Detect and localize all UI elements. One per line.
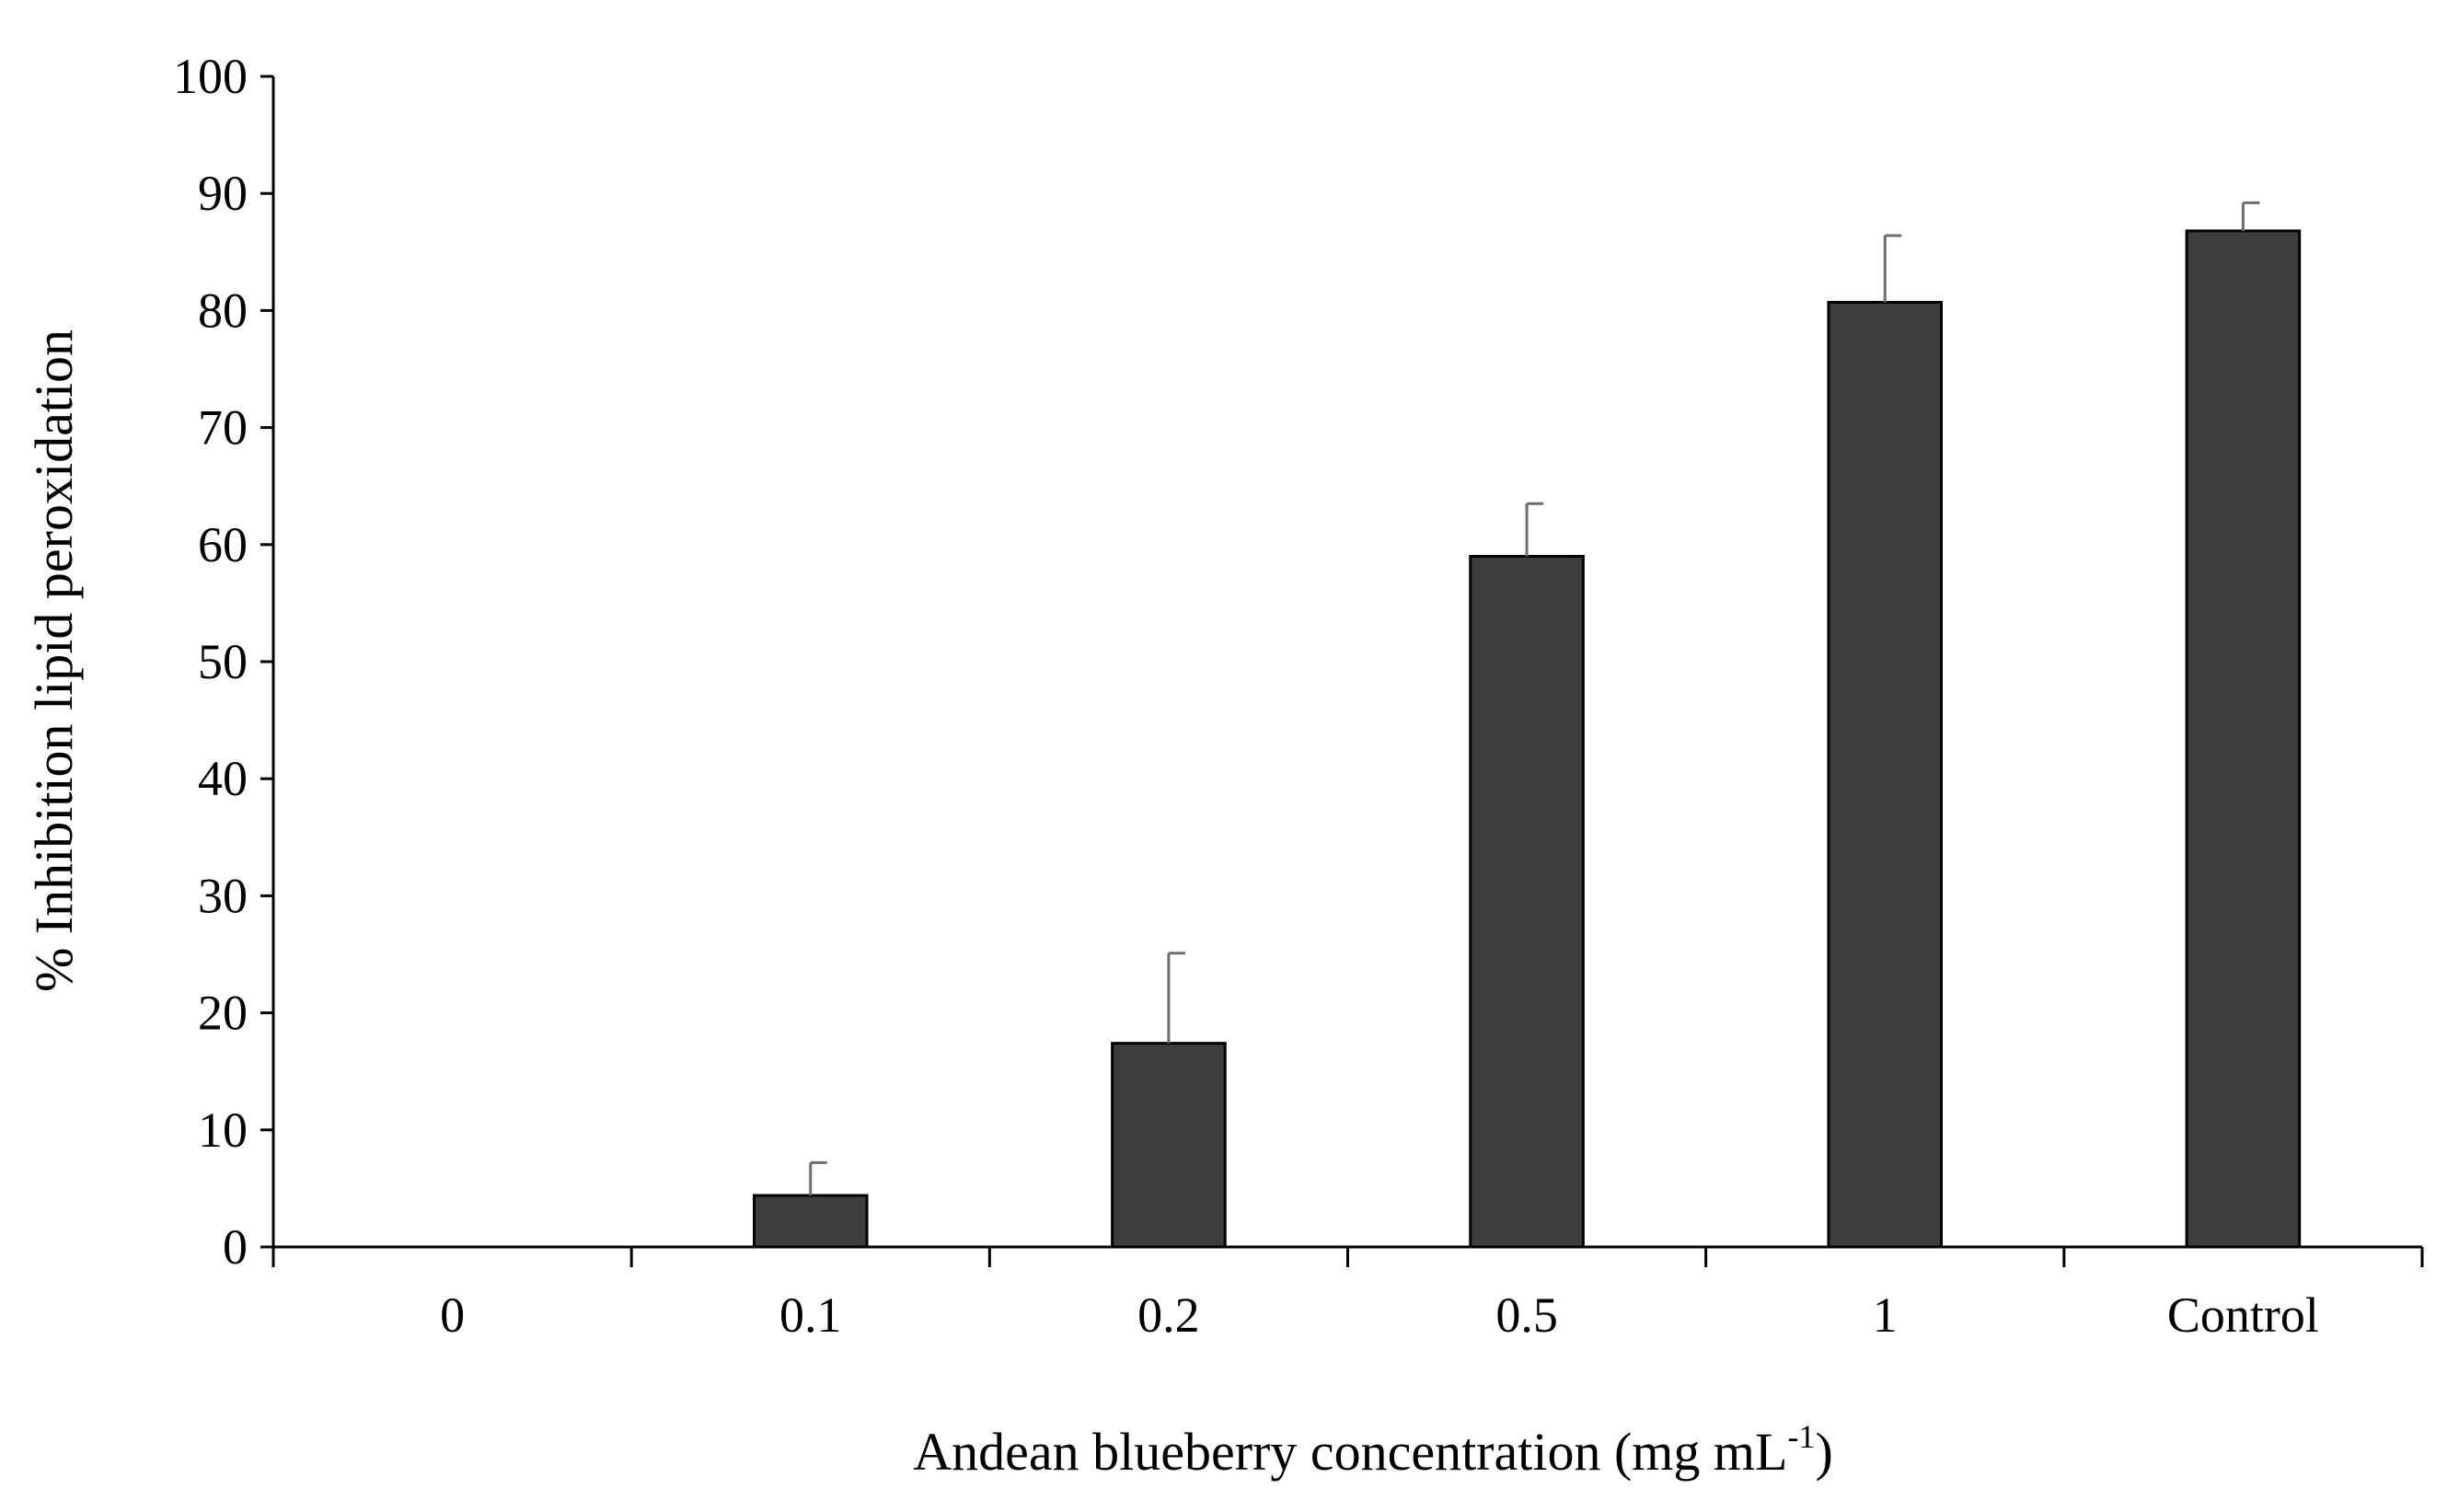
y-tick-label: 0 (223, 1219, 248, 1275)
y-tick-label: 10 (198, 1102, 248, 1158)
bar (1827, 300, 1944, 1249)
y-axis-title: % Inhibition lipid peroxidation (24, 329, 84, 992)
y-tick-label: 100 (173, 49, 248, 104)
y-tick-label: 30 (198, 868, 248, 923)
x-tick-label: 0.5 (1495, 1287, 1558, 1343)
bar (1111, 1042, 1227, 1249)
y-tick-label: 80 (198, 283, 248, 338)
x-tick-label: Control (2167, 1287, 2319, 1343)
y-tick-label: 60 (198, 517, 248, 572)
bar-series (752, 229, 2302, 1249)
x-axis-title-suffix: ) (1815, 1422, 1832, 1482)
x-axis-title: Andean blueberry concentration (mg mL-1) (913, 1418, 1833, 1482)
y-tick-label: 40 (198, 751, 248, 806)
x-axis-title-superscript: -1 (1787, 1418, 1815, 1455)
bar (2185, 229, 2302, 1249)
y-tick-label: 50 (198, 634, 248, 689)
y-axis-ticks: 0 10 20 30 40 50 60 70 80 90 100 (173, 49, 273, 1275)
y-tick-label: 90 (198, 166, 248, 221)
error-bars (809, 201, 2260, 1196)
x-tick-label: 0.2 (1137, 1287, 1200, 1343)
bar (752, 1194, 869, 1249)
x-axis-title-text: Andean blueberry concentration (mg mL (913, 1422, 1787, 1482)
bar (1469, 555, 1585, 1249)
y-tick-label: 70 (198, 400, 248, 456)
y-axis-title-text: % Inhibition lipid peroxidation (24, 329, 84, 992)
y-tick-label: 20 (198, 986, 248, 1041)
x-axis-ticks: 0 0.1 0.2 0.5 1 Control (271, 1247, 2424, 1343)
x-tick-label: 1 (1873, 1287, 1898, 1343)
x-tick-label: 0 (440, 1287, 465, 1343)
x-tick-label: 0.1 (779, 1287, 842, 1343)
